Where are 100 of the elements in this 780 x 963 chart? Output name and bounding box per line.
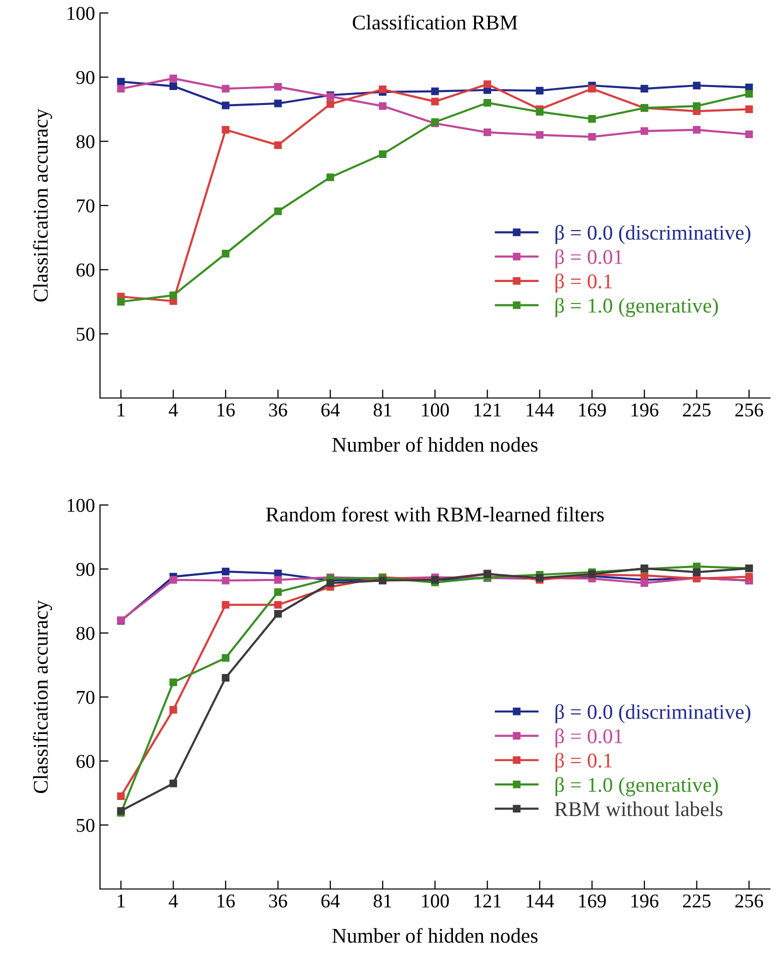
point xyxy=(169,678,178,686)
point xyxy=(222,84,230,93)
point xyxy=(326,100,334,108)
legend-label: β = 1.0 (generative) xyxy=(556,298,718,317)
chart-title: Classification RBM xyxy=(352,14,518,30)
point xyxy=(117,792,125,800)
y-axis-title: Classification accuracy xyxy=(32,600,52,794)
point xyxy=(484,128,492,136)
point xyxy=(326,173,334,182)
point xyxy=(222,674,230,682)
y-axis-title: Classification accuracy xyxy=(32,108,52,302)
y-tick-label: 60 xyxy=(76,263,94,277)
point xyxy=(431,98,439,106)
point xyxy=(274,82,282,91)
point xyxy=(169,74,178,82)
point xyxy=(536,131,544,139)
point xyxy=(222,102,230,110)
point xyxy=(745,105,753,114)
x-tick-label: 81 xyxy=(374,894,392,908)
point xyxy=(274,588,282,596)
point xyxy=(536,108,544,116)
x-tick-label: 1 xyxy=(118,894,125,908)
x-tick-label: 64 xyxy=(321,403,340,417)
legend-label: β = 0.01 xyxy=(556,728,622,748)
point xyxy=(274,570,282,578)
point xyxy=(222,568,230,576)
x-tick-label: 225 xyxy=(682,894,711,908)
point xyxy=(274,601,282,609)
point xyxy=(640,579,648,587)
legend-label: RBM without labels xyxy=(554,802,722,816)
point xyxy=(222,126,230,134)
x-tick-label: 1 xyxy=(118,404,125,416)
point xyxy=(274,100,282,108)
point xyxy=(222,601,230,609)
y-tick-label: 90 xyxy=(76,70,94,84)
point xyxy=(484,80,492,88)
point xyxy=(745,90,753,98)
x-axis-title: Number of hidden nodes xyxy=(332,928,538,943)
y-tick-label: 70 xyxy=(76,690,94,704)
point xyxy=(117,84,125,93)
x-tick-label: 100 xyxy=(422,894,449,908)
x-tick-label: 81 xyxy=(374,403,392,417)
x-tick-label: 256 xyxy=(735,894,764,908)
y-tick-label: 70 xyxy=(76,199,94,212)
point xyxy=(431,87,439,96)
y-tick-label: 90 xyxy=(76,562,94,576)
x-tick-label: 169 xyxy=(579,403,606,417)
point xyxy=(692,102,701,110)
x-tick-label: 64 xyxy=(321,894,340,908)
point xyxy=(169,780,178,788)
point xyxy=(745,130,753,138)
point xyxy=(588,115,596,123)
x-tick-label: 225 xyxy=(682,403,711,417)
point xyxy=(274,576,282,584)
point xyxy=(274,141,282,150)
point xyxy=(274,610,282,618)
x-tick-label: 16 xyxy=(218,894,235,908)
y-tick-label: 80 xyxy=(76,135,94,148)
point xyxy=(169,82,178,90)
x-tick-label: 36 xyxy=(269,403,288,417)
legend-label: β = 0.0 (discriminative) xyxy=(556,704,750,724)
point xyxy=(692,568,701,576)
point xyxy=(692,126,701,134)
point xyxy=(222,654,230,662)
point xyxy=(588,133,596,141)
point xyxy=(274,207,282,216)
point xyxy=(536,86,544,94)
x-tick-label: 100 xyxy=(422,403,449,417)
point xyxy=(326,579,334,587)
point xyxy=(169,576,178,584)
legend-label: β = 0.0 (discriminative) xyxy=(556,224,750,244)
chart-title: Random forest with RBM-learned filters xyxy=(266,506,604,522)
x-tick-label: 196 xyxy=(632,403,658,417)
y-tick-label: 80 xyxy=(76,626,94,640)
x-tick-label: 144 xyxy=(526,894,554,908)
y-tick-label: 100 xyxy=(68,6,94,20)
x-tick-label: 256 xyxy=(735,403,764,417)
y-tick-label: 50 xyxy=(76,818,94,832)
x-tick-label: 196 xyxy=(632,894,658,908)
x-axis-title: Number of hidden nodes xyxy=(332,436,538,452)
point xyxy=(378,102,386,110)
point xyxy=(378,150,386,158)
x-tick-label: 36 xyxy=(269,894,288,908)
y-tick-label: 100 xyxy=(68,498,94,512)
x-tick-label: 16 xyxy=(218,403,235,417)
point xyxy=(222,576,230,584)
legend-label: β = 0.1 xyxy=(556,274,612,293)
point xyxy=(745,84,753,92)
x-tick-label: 144 xyxy=(526,404,554,416)
x-tick-label: 121 xyxy=(474,894,501,908)
point xyxy=(640,127,648,135)
legend-label: β = 0.1 xyxy=(556,752,612,772)
y-tick-label: 60 xyxy=(76,754,94,768)
y-tick-label: 50 xyxy=(76,328,94,341)
x-tick-label: 169 xyxy=(579,894,606,908)
point xyxy=(222,250,230,258)
legend-label: β = 0.01 xyxy=(556,249,622,268)
point xyxy=(484,99,492,107)
point xyxy=(588,84,596,93)
point xyxy=(169,292,178,300)
